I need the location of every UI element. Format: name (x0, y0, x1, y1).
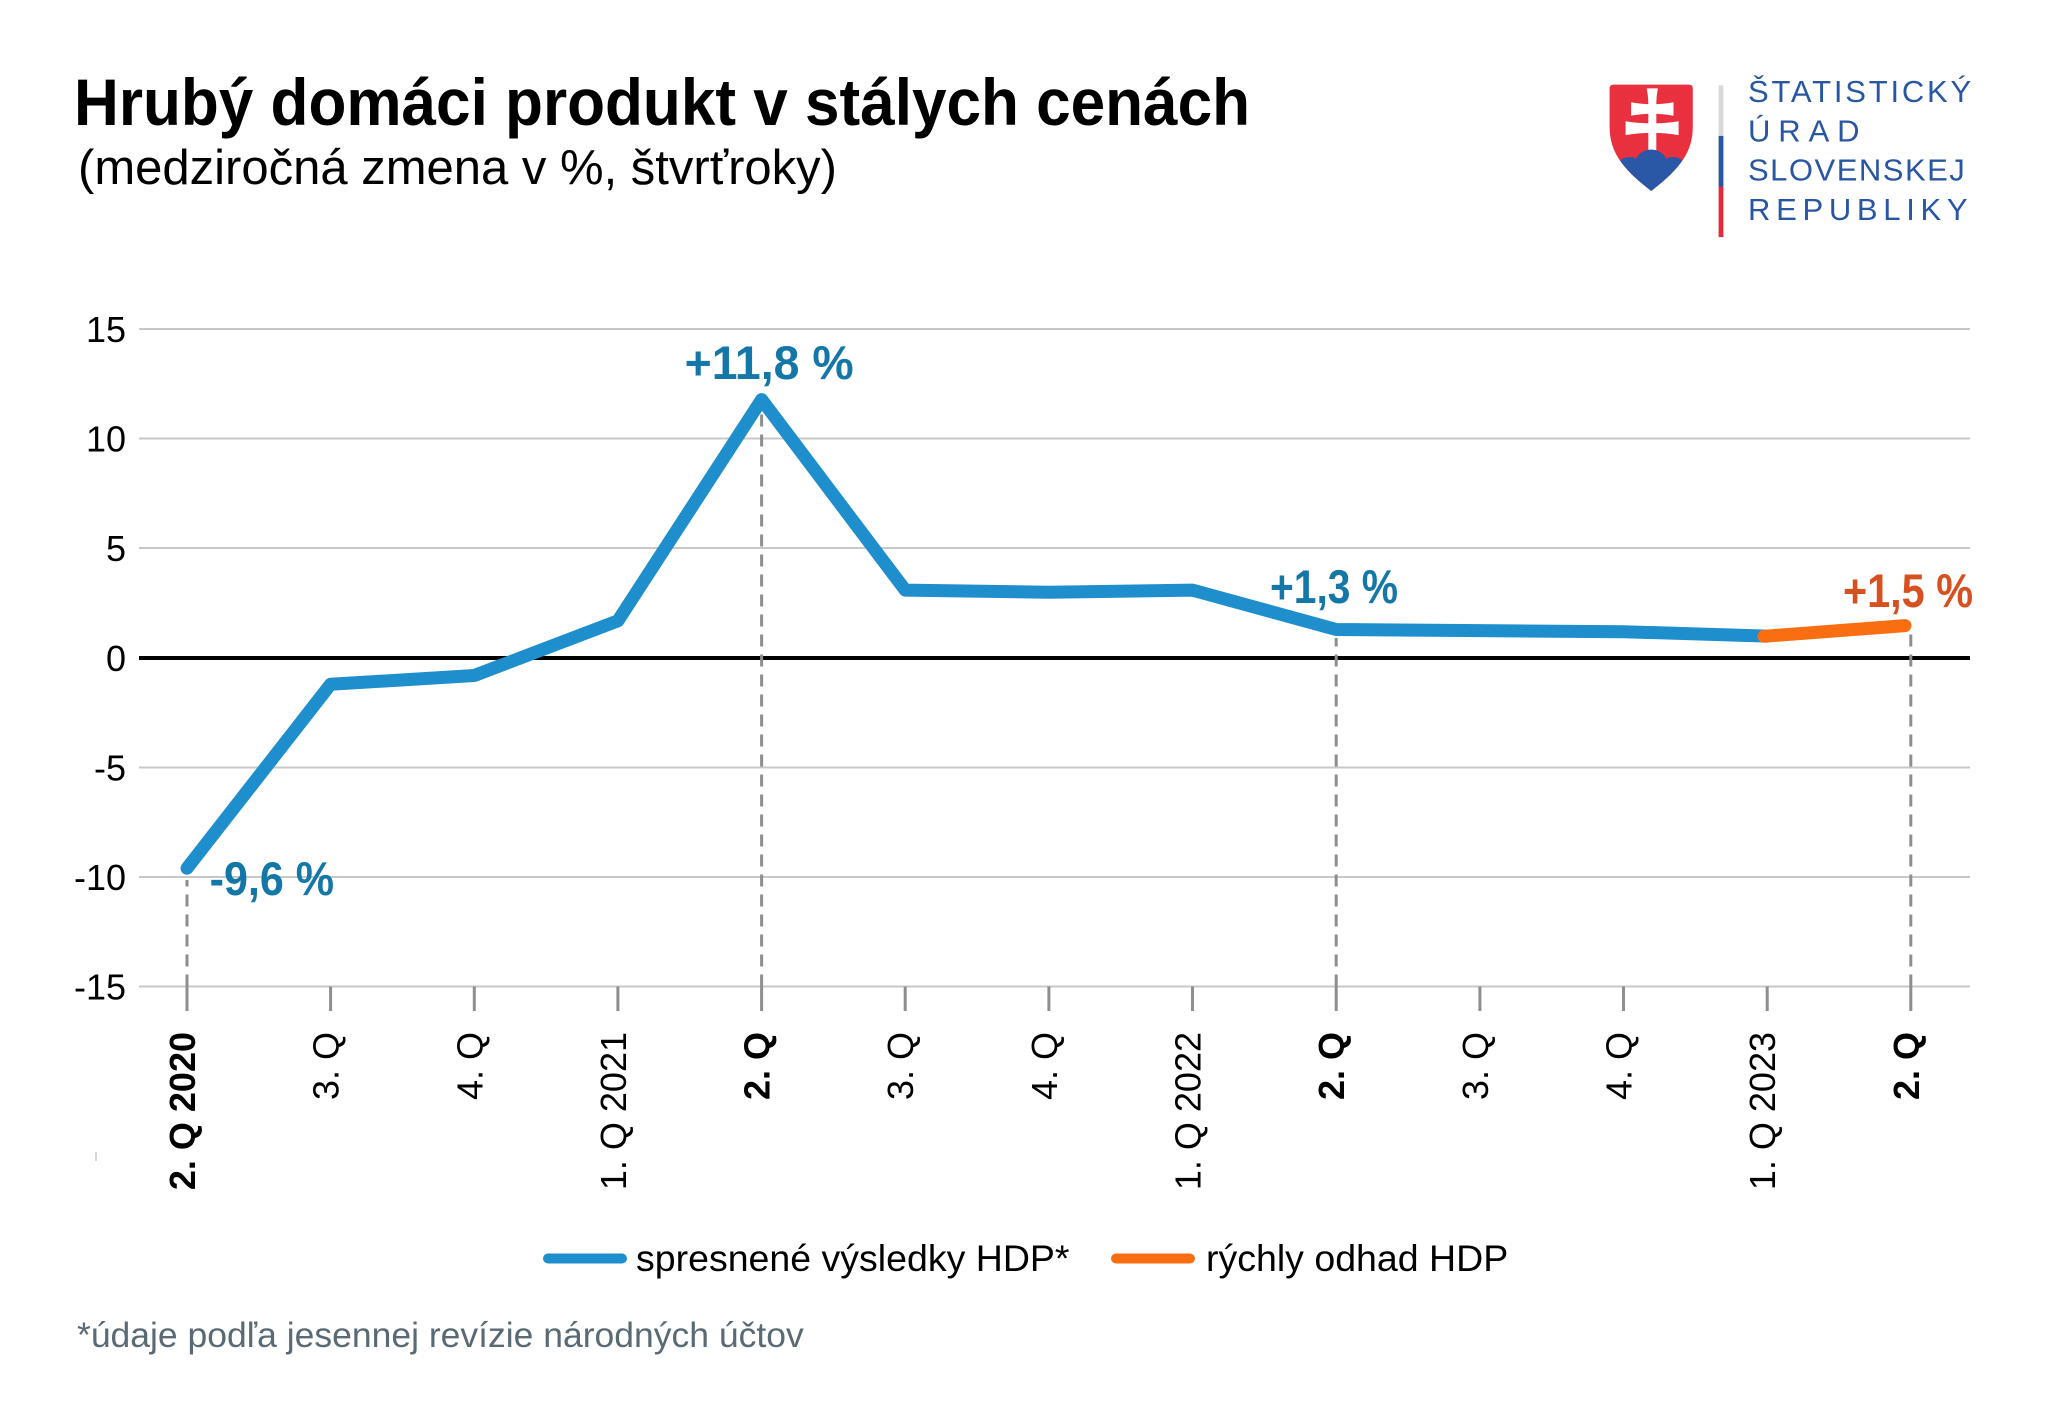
svg-text:4. Q: 4. Q (449, 1032, 490, 1100)
svg-text:2. Q: 2. Q (1311, 1032, 1352, 1100)
svg-text:-5: -5 (94, 748, 126, 789)
svg-text:(medziročná zmena v %, štvrťro: (medziročná zmena v %, štvrťroky) (78, 141, 837, 195)
svg-text:+1,5 %: +1,5 % (1843, 564, 1973, 617)
svg-text:5: 5 (106, 528, 126, 569)
svg-text:ŠTATISTICKÝ: ŠTATISTICKÝ (1748, 74, 1974, 109)
svg-text:2. Q 2020: 2. Q 2020 (162, 1032, 203, 1190)
svg-text:1. Q 2023: 1. Q 2023 (1742, 1032, 1783, 1190)
svg-text:3. Q: 3. Q (306, 1032, 347, 1100)
svg-text:spresnené výsledky HDP*: spresnené výsledky HDP* (636, 1237, 1070, 1279)
svg-text:+1,3 %: +1,3 % (1270, 560, 1398, 613)
svg-text:REPUBLIKY: REPUBLIKY (1748, 192, 1973, 227)
svg-text:0: 0 (106, 638, 126, 679)
svg-text:SLOVENSKEJ: SLOVENSKEJ (1748, 153, 1966, 188)
svg-text:1. Q 2021: 1. Q 2021 (593, 1032, 634, 1190)
svg-text:3. Q: 3. Q (880, 1032, 921, 1100)
svg-text:10: 10 (86, 419, 126, 460)
svg-text:15: 15 (86, 309, 126, 350)
svg-text:-10: -10 (74, 857, 126, 898)
svg-text:ÚRAD: ÚRAD (1748, 113, 1867, 148)
svg-text:-15: -15 (74, 967, 126, 1008)
svg-text:*údaje podľa jesennej revízie: *údaje podľa jesennej revízie národných … (77, 1315, 804, 1355)
svg-text:-9,6 %: -9,6 % (210, 852, 335, 905)
svg-text:2. Q: 2. Q (737, 1032, 778, 1100)
svg-text:+11,8 %: +11,8 % (685, 336, 854, 389)
svg-text:rýchly odhad HDP: rýchly odhad HDP (1206, 1237, 1508, 1279)
svg-text:2. Q: 2. Q (1886, 1032, 1927, 1100)
svg-text:4. Q: 4. Q (1599, 1032, 1640, 1100)
svg-text:Hrubý domáci produkt v stálych: Hrubý domáci produkt v stálych cenách (74, 65, 1250, 139)
svg-text:4. Q: 4. Q (1024, 1032, 1065, 1100)
svg-text:1. Q 2022: 1. Q 2022 (1168, 1032, 1209, 1190)
svg-text:3. Q: 3. Q (1455, 1032, 1496, 1100)
